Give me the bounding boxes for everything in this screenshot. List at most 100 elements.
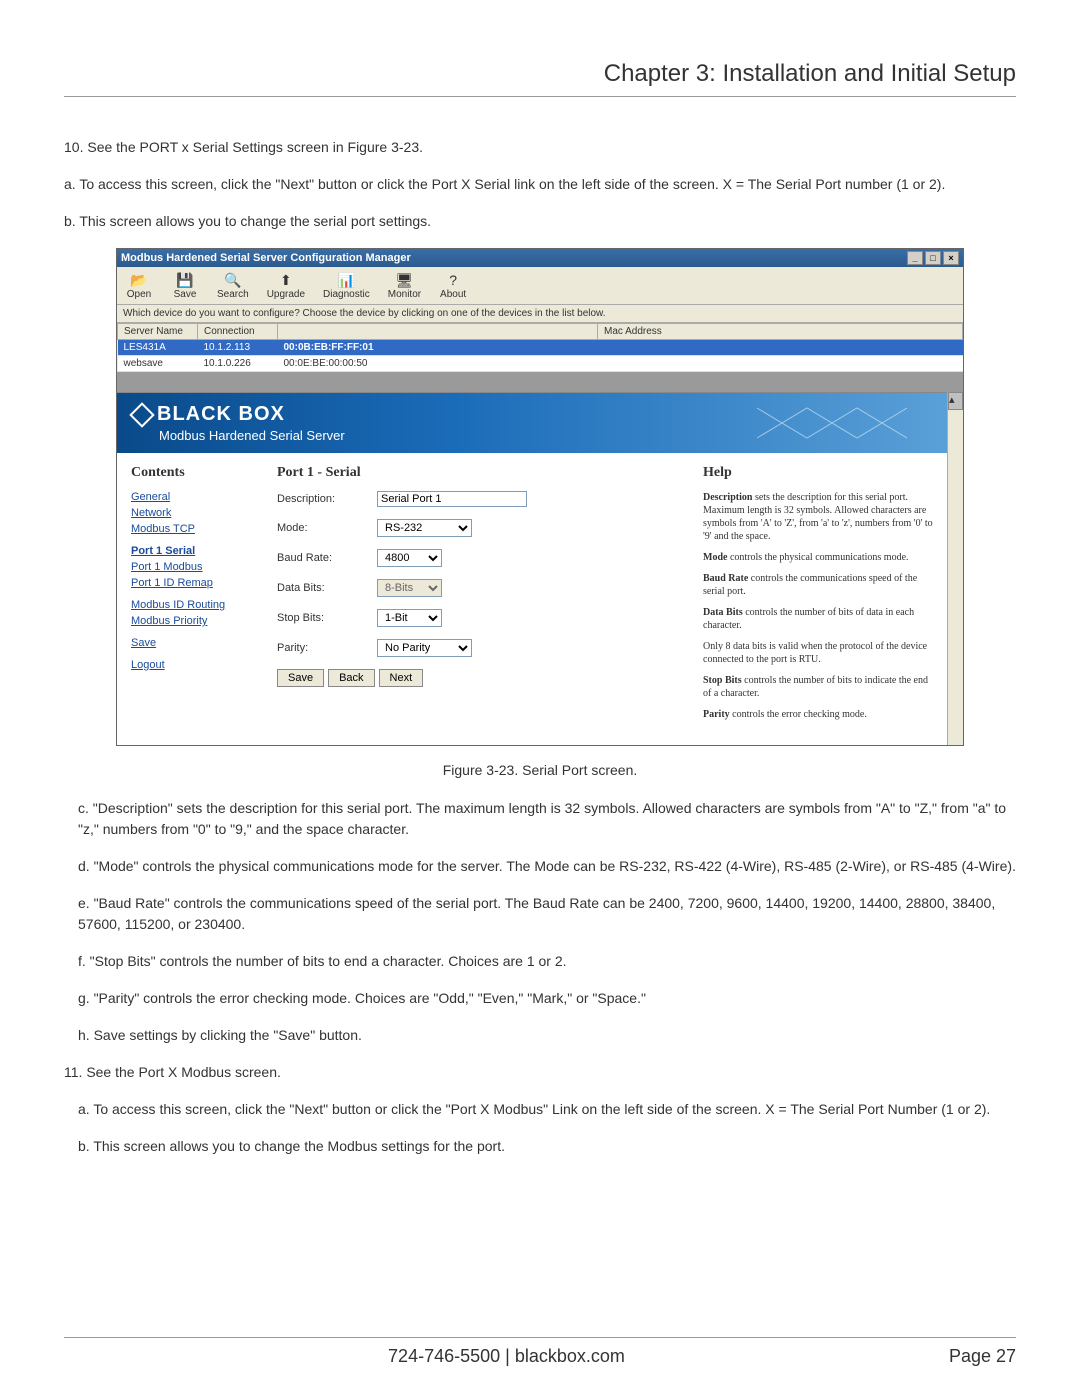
col-connection[interactable]: Connection [198,324,278,340]
description-input[interactable] [377,491,527,507]
banner: BLACK BOX Modbus Hardened Serial Server [117,393,947,453]
form-next-button[interactable]: Next [379,669,424,687]
nav-modbus-id-routing[interactable]: Modbus ID Routing [131,599,261,611]
tool-label: About [440,289,466,300]
body-g: g. "Parity" controls the error checking … [64,988,1016,1009]
contents-column: Contents General Network Modbus TCP Port 1… [131,465,261,729]
grey-divider [117,372,963,392]
upgrade-button-icon: ⬆ [277,271,295,289]
nav-network[interactable]: Network [131,507,261,519]
about-button[interactable]: ?About [435,269,471,302]
webview: BLACK BOX Modbus Hardened Serial Server … [117,392,947,745]
tool-label: Monitor [388,289,421,300]
parity-label: Parity: [277,642,377,654]
nav-logout[interactable]: Logout [131,659,261,671]
nav-modbus-priority[interactable]: Modbus Priority [131,615,261,627]
body-f: f. "Stop Bits" controls the number of bi… [64,951,1016,972]
footer: 724-746-5500 | blackbox.com Page 27 [64,1337,1016,1367]
help-databits: Data Bits controls the number of bits of… [703,606,933,632]
footer-center: 724-746-5500 | blackbox.com [64,1346,949,1367]
contents-title: Contents [131,465,261,481]
about-button-icon: ? [444,271,462,289]
help-parity: Parity controls the error checking mode. [703,708,933,721]
tool-label: Save [174,289,197,300]
tool-label: Search [217,289,249,300]
brand-text: BLACK BOX [157,403,285,426]
form-column: Port 1 - Serial Description: Mode: RS-23… [277,465,687,729]
device-row[interactable]: websave10.1.0.22600:0E:BE:00:00:50 [118,356,963,372]
scrollbar[interactable]: ▴ [947,392,963,745]
intro-p2: a. To access this screen, click the "Nex… [64,174,1016,195]
databits-select[interactable]: 8-Bits [377,579,442,597]
scroll-up-button[interactable]: ▴ [948,392,963,410]
toolbar: 📂Open 💾Save 🔍Search ⬆Upgrade 📊Diagnostic 🖥Mon… [117,267,963,305]
baud-label: Baud Rate: [277,552,377,564]
col-server-name[interactable]: Server Name [118,324,198,340]
config-area: Contents General Network Modbus TCP Port 1… [117,453,947,745]
stopbits-select[interactable]: 1-Bit [377,609,442,627]
banner-graphic [747,403,927,443]
figure-caption: Figure 3-23. Serial Port screen. [64,762,1016,778]
open-button-icon: 📂 [130,271,148,289]
diagnostic-button[interactable]: 📊Diagnostic [319,269,374,302]
search-button[interactable]: 🔍Search [213,269,253,302]
cell-name: LES431A [118,340,198,356]
monitor-button[interactable]: 🖥Monitor [384,269,425,302]
screenshot-window: Modbus Hardened Serial Server Configurat… [116,248,964,746]
help-description: Description sets the description for thi… [703,491,933,543]
body-d: d. "Mode" controls the physical communic… [64,856,1016,877]
close-button[interactable]: × [943,251,959,265]
mode-label: Mode: [277,522,377,534]
nav-save[interactable]: Save [131,637,261,649]
cell-mac: 00:0B:EB:FF:FF:01 [278,340,963,356]
window-title: Modbus Hardened Serial Server Configurat… [121,252,411,264]
monitor-button-icon: 🖥 [395,271,413,289]
form-back-button[interactable]: Back [328,669,374,687]
cell-name: websave [118,356,198,372]
body-b2: b. This screen allows you to change the … [64,1136,1016,1157]
instruction-text: Which device do you want to configure? C… [117,305,963,323]
help-baud: Baud Rate controls the communications sp… [703,572,933,598]
form-save-button[interactable]: Save [277,669,324,687]
diamond-icon [129,402,154,427]
save-button-icon: 💾 [176,271,194,289]
nav-port-1-id-remap[interactable]: Port 1 ID Remap [131,577,261,589]
tool-label: Upgrade [267,289,305,300]
body-e: e. "Baud Rate" controls the communicatio… [64,893,1016,935]
window-titlebar: Modbus Hardened Serial Server Configurat… [117,249,963,267]
tool-label: Open [127,289,151,300]
body-h: h. Save settings by clicking the "Save" … [64,1025,1016,1046]
baud-select[interactable]: 4800 [377,549,442,567]
help-note: Only 8 data bits is valid when the proto… [703,640,933,666]
mode-select[interactable]: RS-232 [377,519,472,537]
col-blank [278,324,598,340]
parity-select[interactable]: No Parity [377,639,472,657]
device-table: Server Name Connection Mac Address LES43… [117,323,963,372]
upgrade-button[interactable]: ⬆Upgrade [263,269,309,302]
body-c: c. "Description" sets the description fo… [64,798,1016,840]
intro-p1: 10. See the PORT x Serial Settings scree… [64,137,1016,158]
stopbits-label: Stop Bits: [277,612,377,624]
open-button[interactable]: 📂Open [121,269,157,302]
maximize-button[interactable]: □ [925,251,941,265]
help-title: Help [703,465,933,481]
nav-port-1-modbus[interactable]: Port 1 Modbus [131,561,261,573]
body-a2: a. To access this screen, click the "Nex… [64,1099,1016,1120]
form-title: Port 1 - Serial [277,465,687,481]
nav-modbus-tcp[interactable]: Modbus TCP [131,523,261,535]
minimize-button[interactable]: _ [907,251,923,265]
tool-label: Diagnostic [323,289,370,300]
nav-port-1-serial[interactable]: Port 1 Serial [131,545,261,557]
device-row[interactable]: LES431A10.1.2.11300:0B:EB:FF:FF:01 [118,340,963,356]
cell-mac: 00:0E:BE:00:00:50 [278,356,963,372]
cell-conn: 10.1.0.226 [198,356,278,372]
col-mac-address[interactable]: Mac Address [598,324,963,340]
cell-conn: 10.1.2.113 [198,340,278,356]
nav-general[interactable]: General [131,491,261,503]
search-button-icon: 🔍 [224,271,242,289]
help-mode: Mode controls the physical communication… [703,551,933,564]
description-label: Description: [277,493,377,505]
save-button[interactable]: 💾Save [167,269,203,302]
help-stopbits: Stop Bits controls the number of bits to… [703,674,933,700]
chapter-title: Chapter 3: Installation and Initial Setu… [64,60,1016,97]
